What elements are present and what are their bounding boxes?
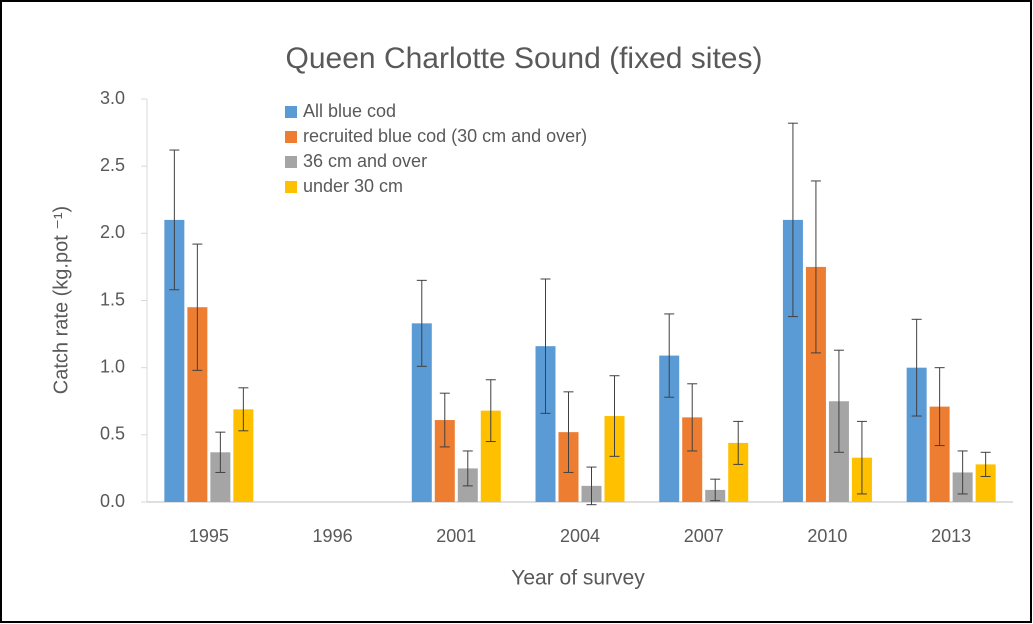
error-bar <box>609 375 620 457</box>
bar <box>535 346 556 502</box>
y-tick-label: 0.0 <box>100 491 125 511</box>
legend-swatch <box>285 131 297 143</box>
error-bar <box>169 149 180 291</box>
error-bar <box>957 450 968 495</box>
bar <box>411 323 432 502</box>
bar <box>210 452 231 502</box>
bar <box>480 410 501 502</box>
error-bar <box>810 180 821 354</box>
error-bar <box>439 392 450 448</box>
error-bar <box>215 431 226 473</box>
legend-swatch <box>285 106 297 118</box>
bar <box>805 266 826 502</box>
error-bar <box>980 451 991 477</box>
error-bar <box>733 420 744 465</box>
x-tick-label: 2001 <box>436 526 476 546</box>
error-bar <box>238 387 249 432</box>
legend-swatch <box>285 181 297 193</box>
error-bar <box>586 466 597 506</box>
y-tick-label: 1.5 <box>100 289 125 309</box>
bar <box>604 416 625 502</box>
error-bar <box>787 122 798 318</box>
chart-title: Queen Charlotte Sound (fixed sites) <box>286 42 763 75</box>
legend-label: 36 cm and over <box>303 151 427 171</box>
x-tick-label: 2010 <box>807 526 847 546</box>
bar <box>906 367 927 502</box>
bar <box>233 409 254 502</box>
legend-label: under 30 cm <box>303 176 403 196</box>
y-tick-label: 1.0 <box>100 356 125 376</box>
legend-swatch <box>285 156 297 168</box>
bar <box>164 219 185 502</box>
legend-label: recruited blue cod (30 cm and over) <box>303 126 587 146</box>
error-bar <box>664 313 675 398</box>
bar <box>782 219 803 502</box>
bar <box>975 464 996 502</box>
bar <box>929 406 950 502</box>
error-bar <box>833 349 844 453</box>
error-bar <box>934 367 945 447</box>
bar <box>434 420 455 502</box>
y-tick-label: 3.0 <box>100 88 125 108</box>
bar <box>187 307 208 502</box>
x-tick-label: 1996 <box>313 526 353 546</box>
y-axis-label: Catch rate (kg.pot ⁻¹) <box>50 206 72 394</box>
error-bar <box>687 383 698 452</box>
error-bar <box>856 420 867 495</box>
error-bar <box>540 278 551 414</box>
bar <box>682 417 703 502</box>
y-tick-label: 2.5 <box>100 155 125 175</box>
error-bar <box>416 279 427 367</box>
x-tick-label: 2004 <box>560 526 600 546</box>
error-bar <box>192 243 203 371</box>
bar <box>659 355 680 502</box>
x-tick-label: 1995 <box>189 526 229 546</box>
error-bar <box>485 379 496 443</box>
error-bar <box>710 478 721 502</box>
bar <box>728 442 749 502</box>
x-axis-label: Year of survey <box>511 567 645 590</box>
legend-label: All blue cod <box>303 101 396 121</box>
y-tick-label: 0.5 <box>100 424 125 444</box>
error-bar <box>911 318 922 417</box>
error-bar <box>563 391 574 473</box>
error-bar <box>462 450 473 487</box>
y-tick-label: 2.0 <box>100 222 125 242</box>
x-tick-label: 2007 <box>684 526 724 546</box>
x-tick-label: 2013 <box>931 526 971 546</box>
